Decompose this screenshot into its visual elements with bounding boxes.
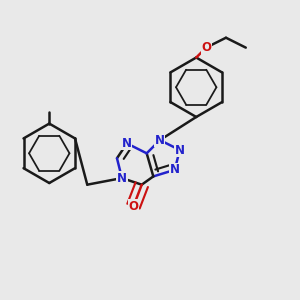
Text: N: N [170,163,180,176]
Text: O: O [201,41,211,54]
Text: O: O [128,200,139,213]
Text: N: N [175,143,185,157]
Text: N: N [122,137,132,150]
Text: N: N [117,172,127,184]
Text: N: N [155,134,165,147]
